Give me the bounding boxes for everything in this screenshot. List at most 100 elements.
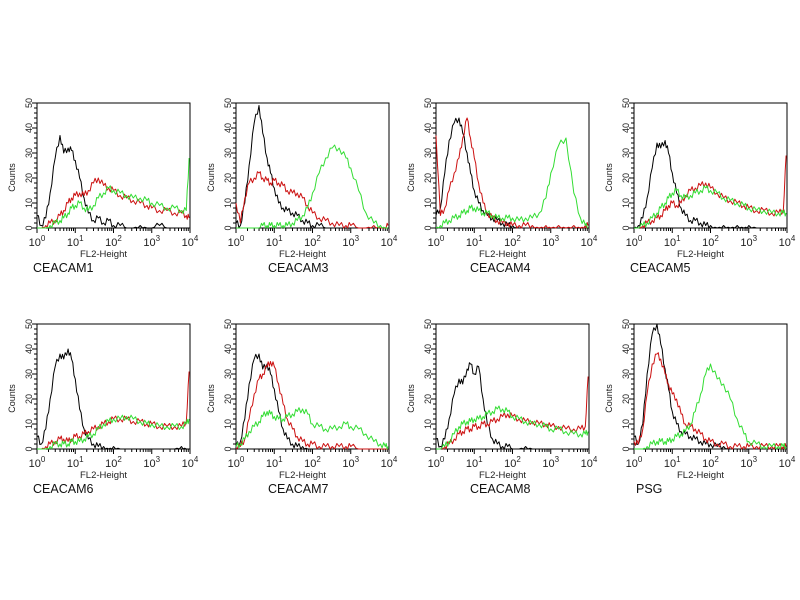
plot-frame	[633, 323, 788, 450]
panel-title: CEACAM4	[470, 261, 531, 275]
y-tick-label: 20	[423, 173, 433, 183]
x-axis-label: FL2-Height	[279, 470, 326, 481]
x-tick-label: 101	[664, 455, 681, 470]
series-control	[633, 140, 787, 229]
y-tick-label: 40	[621, 344, 631, 354]
y-tick-label: 50	[423, 319, 433, 329]
y-tick-label: 10	[423, 419, 433, 429]
x-tick-label: 102	[504, 234, 521, 249]
panel-title: PSG	[636, 482, 663, 496]
y-tick-label: 20	[24, 394, 34, 404]
x-axis-label: FL2-Height	[479, 470, 526, 481]
y-tick-label: 20	[24, 173, 34, 183]
y-tick-label: 30	[621, 148, 631, 158]
x-tick-label: 103	[143, 234, 160, 249]
x-tick-label: 100	[428, 455, 445, 470]
y-tick-label: 20	[423, 394, 433, 404]
y-axis-label: Counts	[604, 384, 614, 413]
x-axis-label: FL2-Height	[677, 470, 724, 481]
x-tick-label: 101	[266, 455, 283, 470]
y-tick-label: 40	[423, 123, 433, 133]
series-green	[37, 414, 190, 450]
x-tick-label: 102	[702, 455, 719, 470]
x-tick-label: 104	[182, 234, 199, 249]
y-axis-label: Counts	[206, 384, 216, 413]
series-red	[435, 117, 589, 229]
x-tick-label: 100	[626, 234, 643, 249]
y-tick-label: 10	[621, 419, 631, 429]
y-tick-label: 30	[24, 148, 34, 158]
x-tick-label: 103	[542, 455, 559, 470]
y-axis-label: Counts	[206, 163, 216, 192]
x-tick-label: 101	[266, 234, 283, 249]
series-control	[435, 362, 589, 450]
y-tick-label: 40	[24, 344, 34, 354]
y-tick-label: 10	[24, 198, 34, 208]
x-tick-label: 102	[304, 234, 321, 249]
x-tick-label: 102	[702, 234, 719, 249]
y-tick-label: 0	[423, 225, 433, 230]
x-tick-label: 103	[542, 234, 559, 249]
series-control	[36, 135, 190, 229]
y-tick-label: 0	[621, 446, 631, 451]
series-green	[436, 405, 589, 450]
x-tick-label: 101	[664, 234, 681, 249]
y-tick-label: 20	[223, 173, 233, 183]
x-axis-label: FL2-Height	[677, 249, 724, 260]
x-tick-label: 102	[304, 455, 321, 470]
y-tick-label: 50	[223, 98, 233, 108]
y-tick-label: 40	[423, 344, 433, 354]
x-tick-label: 100	[228, 234, 245, 249]
y-tick-label: 10	[423, 198, 433, 208]
y-tick-label: 10	[223, 198, 233, 208]
panel-title: CEACAM3	[268, 261, 329, 275]
y-tick-label: 10	[223, 419, 233, 429]
x-tick-label: 103	[143, 455, 160, 470]
x-tick-label: 104	[381, 234, 398, 249]
x-tick-label: 103	[740, 455, 757, 470]
x-tick-label: 101	[67, 455, 84, 470]
x-tick-label: 100	[228, 455, 245, 470]
y-tick-label: 40	[24, 123, 34, 133]
series-red	[633, 352, 787, 450]
y-tick-label: 0	[24, 446, 34, 451]
y-axis-label: Counts	[7, 163, 17, 192]
y-tick-label: 50	[423, 98, 433, 108]
x-axis-label: FL2-Height	[80, 249, 127, 260]
y-axis-label: Counts	[7, 384, 17, 413]
panel-title: CEACAM8	[470, 482, 531, 496]
series-control	[36, 348, 190, 450]
x-tick-label: 103	[342, 234, 359, 249]
x-tick-label: 102	[504, 455, 521, 470]
x-tick-label: 104	[581, 234, 598, 249]
y-tick-label: 50	[24, 98, 34, 108]
series-red	[235, 361, 389, 450]
y-tick-label: 30	[24, 369, 34, 379]
y-tick-label: 0	[621, 225, 631, 230]
y-tick-label: 50	[621, 319, 631, 329]
panel-title: CEACAM6	[33, 482, 94, 496]
x-tick-label: 101	[466, 234, 483, 249]
x-axis-label: FL2-Height	[279, 249, 326, 260]
x-tick-label: 100	[626, 455, 643, 470]
series-control	[633, 323, 787, 450]
y-tick-label: 40	[621, 123, 631, 133]
y-tick-label: 20	[621, 173, 631, 183]
y-tick-label: 30	[423, 369, 433, 379]
panel-title: CEACAM5	[630, 261, 691, 275]
y-tick-label: 50	[223, 319, 233, 329]
y-tick-label: 30	[223, 369, 233, 379]
x-tick-label: 101	[67, 234, 84, 249]
y-tick-label: 20	[223, 394, 233, 404]
x-tick-label: 104	[182, 455, 199, 470]
y-axis-label: Counts	[406, 163, 416, 192]
x-axis-label: FL2-Height	[479, 249, 526, 260]
x-tick-label: 100	[428, 234, 445, 249]
y-tick-label: 40	[223, 123, 233, 133]
